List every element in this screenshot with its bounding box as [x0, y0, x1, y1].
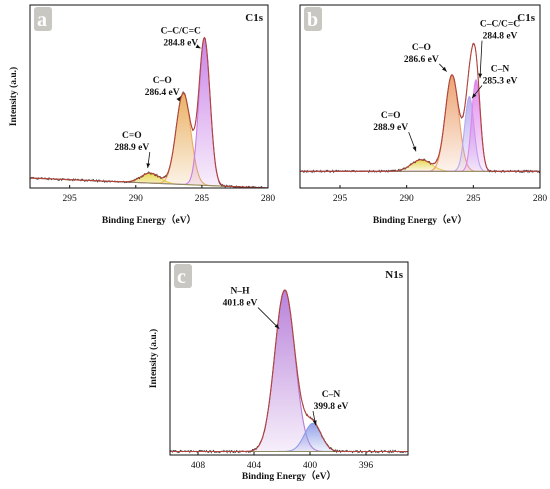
annotation-arrowhead [176, 96, 181, 102]
peak-annotation: C–O [412, 43, 431, 53]
panel-tag: C1s [245, 12, 263, 24]
peak-fill-N–H [170, 290, 408, 452]
panel-letter-badge [34, 7, 52, 31]
peak-annotation: C–N [491, 65, 510, 75]
peak-annotation: 286.4 eV [145, 88, 180, 98]
peak-fill-C–O [300, 74, 540, 172]
x-tick-label: 396 [359, 461, 374, 471]
x-tick-label: 408 [191, 461, 206, 471]
peak-fill-C–C/C=C [300, 79, 540, 172]
plot-frame [169, 261, 409, 456]
x-tick-label: 295 [333, 194, 348, 204]
peak-annotation: N–H [231, 287, 251, 297]
peak-annotation: 286.6 eV [404, 55, 439, 65]
chart-panel-a: 295 290 285 280 Binding Energy（eV） Intensity … [8, 4, 276, 226]
fit-envelope [30, 36, 268, 188]
fit-envelope [170, 289, 408, 453]
peak-annotation: C–O [153, 76, 172, 86]
y-axis-title: Intensity (a.u.) [148, 329, 159, 388]
annotation-arrowhead [274, 324, 280, 329]
fit-envelope [300, 42, 540, 172]
panel-letter: a [37, 9, 47, 31]
x-tick-label: 404 [247, 461, 262, 471]
panel-letter: c [177, 266, 186, 288]
peak-fill-C=O [300, 159, 540, 172]
peak-annotation: 288.9 eV [373, 123, 408, 133]
x-tick-label: 290 [129, 194, 144, 204]
peak-annotation: 399.8 eV [314, 402, 349, 412]
annotation-arrow [479, 40, 483, 79]
peak-annotation: 285.3 eV [483, 77, 518, 87]
x-tick-label: 280 [533, 194, 548, 204]
panel-tag: N1s [385, 269, 403, 281]
x-tick-label: 400 [303, 461, 318, 471]
panel-tag: C1s [517, 12, 535, 24]
raw-spectrum [30, 37, 268, 188]
annotation-arrow [257, 307, 280, 329]
peak-annotation: C–C/C=C [161, 26, 201, 36]
x-tick-label: 285 [466, 194, 481, 204]
x-axis-title: Binding Energy（eV） [373, 214, 467, 226]
peak-annotation: C–N [322, 390, 341, 400]
annotation-arrowhead [146, 163, 151, 169]
plot-frame [299, 4, 541, 189]
peak-annotation: 401.8 eV [223, 299, 258, 309]
panel-letter: b [307, 9, 318, 31]
chart-panel-c: 408 404 400 396 Binding Energy（eV） Intensity … [148, 261, 409, 482]
annotation-arrowhead [412, 146, 417, 152]
annotation-arrowhead [472, 93, 477, 99]
plot-frame [29, 4, 269, 189]
peak-fill-C=O [30, 173, 268, 188]
peak-line-C–C/C=C [300, 78, 540, 172]
peak-annotation: C–C/C=C [480, 20, 520, 30]
panel-letter-badge [174, 264, 192, 288]
x-axis-title: Binding Energy（eV） [242, 470, 336, 482]
annotation-arrowhead [195, 44, 201, 49]
chart-panel-b: 295 290 285 280 Binding Energy（eV） b C1s C=O 288… [299, 4, 548, 226]
x-tick-label: 285 [195, 194, 210, 204]
x-tick-label: 280 [261, 194, 276, 204]
x-tick-label: 290 [400, 194, 415, 204]
peak-annotation: 284.8 eV [483, 32, 518, 42]
x-axis-title: Binding Energy（eV） [102, 214, 196, 226]
peak-annotation: C=O [381, 111, 401, 121]
y-axis-title: Intensity (a.u.) [8, 67, 19, 126]
panel-letter-badge [304, 7, 322, 31]
peak-annotation: 288.9 eV [114, 143, 149, 153]
annotation-arrowhead [478, 73, 483, 79]
annotation-arrowhead [442, 66, 447, 72]
peak-line-C–O [300, 74, 540, 172]
x-tick-label: 295 [63, 194, 78, 204]
annotation-arrowhead [312, 420, 317, 426]
peak-annotation: 284.8 eV [163, 38, 198, 48]
peak-annotation: C=O [122, 131, 142, 141]
